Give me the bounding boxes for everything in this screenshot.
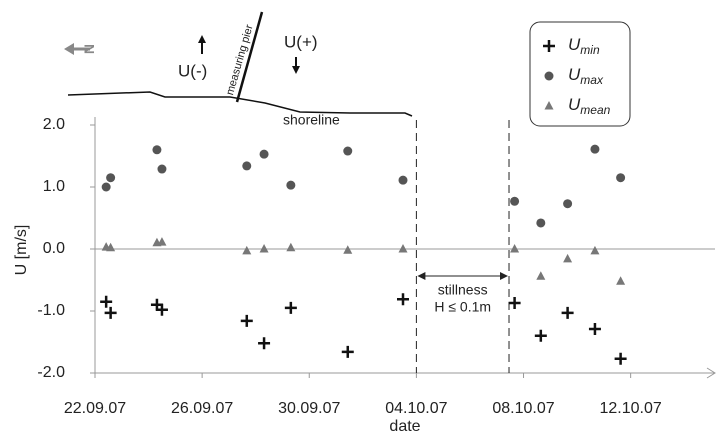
x-tick-label: 08.10.07: [492, 400, 554, 417]
marker-circle: [157, 164, 167, 174]
stillness-label: stillness: [438, 282, 488, 298]
marker-plus: [561, 306, 574, 319]
marker-circle: [343, 146, 353, 156]
marker-circle: [563, 199, 573, 209]
arrow-head: [500, 272, 509, 280]
marker-circle: [616, 173, 626, 183]
marker-plus: [543, 40, 555, 52]
pier-label: measuring pier: [224, 23, 256, 97]
arrow-head: [292, 66, 300, 74]
marker-triangle: [510, 244, 520, 253]
marker-plus: [258, 337, 271, 350]
marker-triangle: [544, 101, 554, 110]
arrow-head: [417, 272, 426, 280]
marker-triangle: [242, 245, 252, 255]
legend-label: Umax: [568, 65, 604, 87]
marker-circle: [106, 173, 116, 183]
legend-box: [529, 21, 631, 127]
marker-circle: [152, 145, 162, 155]
y-axis-label: U [m/s]: [13, 225, 30, 276]
marker-plus: [284, 301, 297, 314]
marker-triangle: [563, 253, 573, 263]
marker-circle: [286, 180, 296, 190]
u-plus-label: U(+): [284, 32, 318, 51]
north-label: N: [81, 44, 97, 54]
arrow-head: [198, 35, 206, 43]
marker-plus: [614, 352, 627, 365]
shoreline-label: shoreline: [283, 112, 340, 128]
marker-plus: [155, 303, 168, 316]
marker-circle: [536, 218, 546, 228]
north-arrow-head: [64, 43, 74, 55]
y-tick-label: 1.0: [43, 178, 65, 195]
x-axis-label: date: [389, 418, 420, 435]
marker-plus: [240, 314, 253, 327]
x-tick-label: 12.10.07: [600, 400, 662, 417]
marker-plus: [508, 296, 521, 309]
marker-circle: [242, 161, 252, 171]
sketch: N U(-) U(+) measuring pier shoreline: [64, 11, 413, 128]
marker-circle: [398, 175, 408, 185]
marker-triangle: [259, 244, 269, 253]
stillness-condition: H ≤ 0.1m: [434, 299, 491, 315]
marker-triangle: [590, 245, 600, 255]
x-tick-label: 22.09.07: [64, 400, 126, 417]
x-tick-label: 04.10.07: [385, 400, 447, 417]
u-minus-label: U(-): [178, 61, 207, 80]
marker-circle: [590, 144, 600, 154]
marker-circle: [101, 182, 111, 192]
x-axis-arrow: [706, 367, 716, 379]
x-tick-label: 30.09.07: [278, 400, 340, 417]
marker-triangle: [286, 242, 296, 252]
y-tick-label: 0.0: [43, 240, 65, 257]
marker-triangle: [616, 276, 626, 285]
marker-triangle: [398, 244, 408, 253]
marker-plus: [588, 322, 601, 335]
marker-triangle: [106, 242, 116, 252]
marker-circle: [259, 149, 269, 159]
y-tick-label: -1.0: [37, 302, 65, 319]
marker-plus: [534, 329, 547, 342]
marker-triangle: [343, 245, 353, 254]
marker-circle: [544, 71, 554, 81]
y-tick-label: 2.0: [43, 116, 65, 133]
y-tick-label: -2.0: [37, 364, 65, 381]
shoreline-line: [67, 91, 413, 117]
x-tick-label: 26.09.07: [171, 400, 233, 417]
marker-triangle: [157, 237, 167, 246]
marker-plus: [341, 345, 354, 358]
marker-circle: [510, 196, 520, 206]
legend-label: Umean: [568, 95, 611, 117]
marker-plus: [397, 293, 409, 306]
marker-plus: [100, 295, 113, 308]
legend-label: Umin: [568, 35, 600, 57]
marker-triangle: [536, 271, 546, 280]
pier: [235, 11, 264, 103]
marker-plus: [104, 306, 117, 319]
